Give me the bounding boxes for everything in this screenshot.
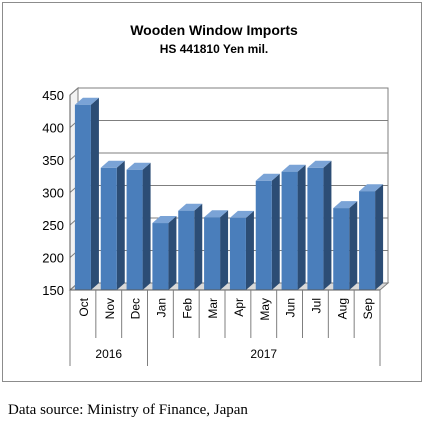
bar-top xyxy=(359,184,384,192)
bar-side xyxy=(220,210,229,290)
bar-side xyxy=(245,210,254,290)
bar-top xyxy=(255,173,280,181)
bar xyxy=(74,104,91,290)
x-group-label: 2017 xyxy=(250,347,277,361)
bar-side xyxy=(375,184,384,290)
x-tick-label: Oct xyxy=(77,297,91,316)
bar xyxy=(281,171,298,290)
bar-side xyxy=(90,97,99,290)
y-tick-label: 200 xyxy=(42,251,64,266)
y-tick-label: 150 xyxy=(42,283,64,298)
x-tick-label: Jan xyxy=(154,298,168,317)
bar xyxy=(100,167,117,290)
bar-side xyxy=(168,216,177,290)
y-tick-label: 250 xyxy=(42,218,64,233)
y-tick-label: 300 xyxy=(42,186,64,201)
x-tick-label: Jul xyxy=(309,298,323,313)
bar xyxy=(359,191,376,290)
bar-top xyxy=(126,162,151,170)
x-tick-label: Jun xyxy=(284,298,298,317)
y-tick-label: 450 xyxy=(42,88,64,103)
bar-top xyxy=(333,201,358,209)
x-tick-label: Apr xyxy=(232,298,246,317)
x-tick-label: Dec xyxy=(129,298,143,319)
chart-subtitle: HS 441810 Yen mil. xyxy=(159,42,269,56)
data-source-note: Data source: Ministry of Finance, Japan xyxy=(8,402,248,418)
x-tick-label: Aug xyxy=(335,298,349,319)
bar xyxy=(307,167,324,290)
bar-top xyxy=(74,97,99,105)
bar-side xyxy=(142,162,151,290)
bar-side xyxy=(297,164,306,290)
chart-title: Wooden Window Imports xyxy=(130,22,298,38)
bar-chart: 150 200 250 300 350 400 450 Oct Nov Dec Jan Feb Mar A… xyxy=(42,86,390,366)
bar-top xyxy=(100,160,125,168)
bar xyxy=(204,217,221,290)
bar-top xyxy=(178,203,203,211)
bar-side xyxy=(271,173,280,290)
bar xyxy=(255,180,272,290)
x-group-label: 2016 xyxy=(95,347,122,361)
bar-top xyxy=(152,216,177,224)
bar xyxy=(229,217,246,290)
x-tick-label: Mar xyxy=(206,298,220,319)
x-tick-label: May xyxy=(258,298,272,321)
bar xyxy=(178,210,195,290)
y-tick-label: 400 xyxy=(42,121,64,136)
bar xyxy=(126,169,143,290)
x-tick-label: Feb xyxy=(180,298,194,319)
bar-side xyxy=(194,203,203,290)
x-tick-label: Sep xyxy=(361,298,375,320)
bar-top xyxy=(229,210,254,218)
bar-side xyxy=(323,160,332,290)
bar-top xyxy=(307,160,332,168)
bar xyxy=(152,223,169,290)
gridline-diag xyxy=(69,87,79,96)
bar-top xyxy=(204,210,229,218)
bar-side xyxy=(116,160,125,290)
x-tick-label: Nov xyxy=(103,298,117,319)
bar xyxy=(333,208,350,290)
bar-top xyxy=(281,164,306,172)
y-tick-label: 350 xyxy=(42,153,64,168)
bar-side xyxy=(349,201,358,290)
